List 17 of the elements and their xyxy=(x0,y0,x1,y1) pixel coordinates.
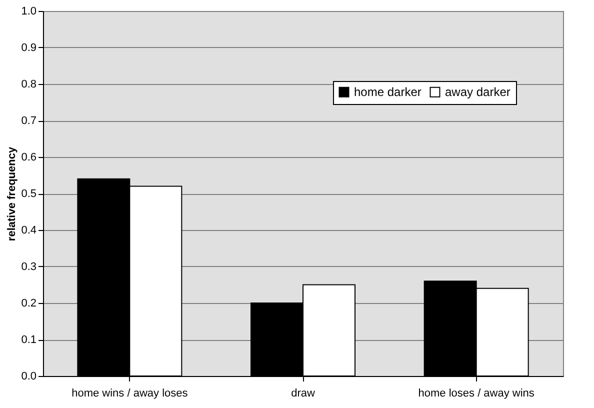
y-tick-label: 0.0 xyxy=(21,370,36,382)
legend-label: home darker xyxy=(354,85,422,100)
y-tick-label: 0.5 xyxy=(21,188,36,200)
y-tick-label: 0.4 xyxy=(21,224,36,236)
y-tick-label: 0.7 xyxy=(21,115,36,127)
y-tick-label: 0.8 xyxy=(21,78,36,90)
y-tick-label: 1.0 xyxy=(21,6,36,18)
x-tick-label: draw xyxy=(291,388,315,400)
y-tick-label: 0.2 xyxy=(21,298,36,310)
y-tick-label: 0.1 xyxy=(21,334,36,346)
y-tick-label: 0.9 xyxy=(21,42,36,54)
y-axis-title: relative frequency xyxy=(6,146,18,242)
y-tick-label: 0.3 xyxy=(21,261,36,273)
x-tick-label: home wins / away loses xyxy=(72,388,188,400)
x-tick-label: home loses / away wins xyxy=(418,388,535,400)
y-tick-label: 0.6 xyxy=(21,152,36,164)
legend-label: away darker xyxy=(445,85,510,100)
